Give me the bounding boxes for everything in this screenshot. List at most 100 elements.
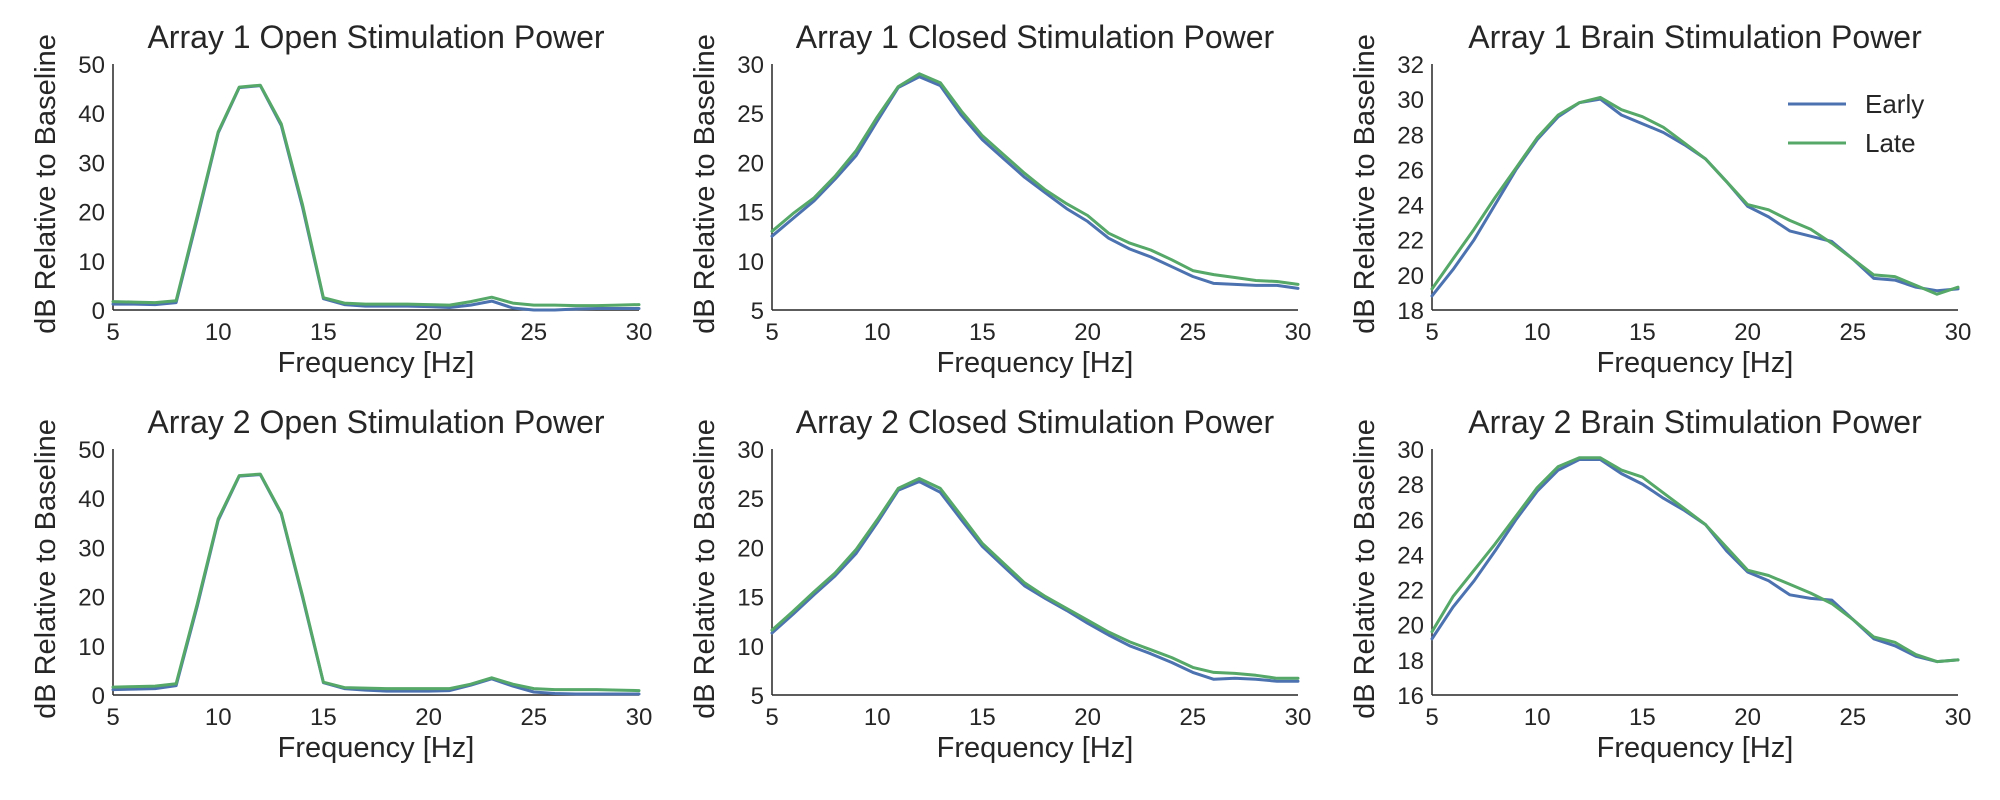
x-axis-label: Frequency [Hz] — [1597, 732, 1794, 764]
x-tick-label: 25 — [520, 319, 547, 346]
y-tick-label: 0 — [92, 683, 105, 710]
y-tick-label: 40 — [78, 486, 105, 513]
y-tick-label: 18 — [1397, 648, 1424, 675]
x-tick-label: 30 — [1945, 319, 1972, 346]
x-tick-label: 5 — [106, 319, 119, 346]
y-tick-label: 10 — [78, 249, 105, 276]
chart-title: Array 2 Closed Stimulation Power — [796, 404, 1275, 440]
x-tick-label: 5 — [1425, 704, 1438, 731]
chart-title: Array 2 Brain Stimulation Power — [1468, 404, 1922, 440]
x-tick-label: 20 — [415, 704, 442, 731]
x-tick-label: 15 — [1629, 319, 1656, 346]
y-tick-label: 26 — [1397, 157, 1424, 184]
x-tick-label: 25 — [520, 704, 547, 731]
y-tick-label: 20 — [737, 150, 764, 177]
series-line-late — [111, 83, 641, 308]
x-tick-label: 30 — [1285, 704, 1312, 731]
x-tick-label: 20 — [1074, 704, 1101, 731]
y-tick-label: 24 — [1397, 542, 1424, 569]
y-tick-label: 28 — [1397, 472, 1424, 499]
y-tick-label: 10 — [78, 634, 105, 661]
legend-label-late: Late — [1865, 128, 1916, 158]
legend-label-early: Early — [1865, 89, 1924, 119]
x-tick-label: 25 — [1839, 704, 1866, 731]
y-tick-label: 5 — [751, 298, 764, 325]
series-line-early — [1430, 458, 1960, 664]
y-tick-label: 30 — [78, 150, 105, 177]
y-tick-label: 10 — [737, 249, 764, 276]
y-tick-label: 30 — [1397, 87, 1424, 114]
chart-panel-6: Array 2 Brain Stimulation Power 5 10 15 20 25… — [1349, 404, 1971, 764]
y-tick-label: 50 — [78, 52, 105, 79]
y-tick-label: 32 — [1397, 52, 1424, 79]
x-tick-label: 15 — [969, 704, 996, 731]
x-axis-label: Frequency [Hz] — [278, 347, 475, 379]
y-axis-label: dB Relative to Baseline — [689, 34, 721, 334]
y-axis-label: dB Relative to Baseline — [1349, 34, 1381, 334]
series-line-late — [770, 477, 1300, 680]
x-tick-label: 5 — [765, 704, 778, 731]
x-axis-label: Frequency [Hz] — [1597, 347, 1794, 379]
x-tick-label: 30 — [1285, 319, 1312, 346]
chart-title: Array 1 Open Stimulation Power — [147, 19, 604, 55]
y-tick-label: 20 — [78, 585, 105, 612]
y-tick-label: 20 — [737, 535, 764, 562]
x-tick-label: 20 — [415, 319, 442, 346]
y-tick-label: 40 — [78, 101, 105, 128]
x-tick-label: 10 — [1524, 319, 1551, 346]
x-tick-label: 15 — [1629, 704, 1656, 731]
y-tick-label: 22 — [1397, 578, 1424, 605]
y-tick-label: 18 — [1397, 298, 1424, 325]
chart-title: Array 1 Closed Stimulation Power — [796, 19, 1275, 55]
x-tick-label: 5 — [765, 319, 778, 346]
x-tick-label: 30 — [626, 319, 653, 346]
x-tick-label: 25 — [1179, 319, 1206, 346]
legend: Early Late — [1788, 89, 1924, 158]
series-line-early — [111, 84, 641, 312]
x-tick-label: 20 — [1734, 704, 1761, 731]
chart-panel-1: Array 1 Open Stimulation Power 5 10 15 20 25 3… — [30, 19, 652, 379]
x-tick-label: 20 — [1074, 319, 1101, 346]
y-tick-label: 15 — [737, 200, 764, 227]
chart-panel-4: Array 2 Open Stimulation Power 5 10 15 20 25 3… — [30, 404, 652, 764]
x-tick-label: 5 — [106, 704, 119, 731]
x-tick-label: 15 — [310, 319, 337, 346]
y-tick-label: 25 — [737, 101, 764, 128]
x-tick-label: 10 — [205, 319, 232, 346]
x-axis-label: Frequency [Hz] — [278, 732, 475, 764]
series-line-early — [111, 473, 641, 696]
y-tick-label: 22 — [1397, 228, 1424, 255]
y-axis-label: dB Relative to Baseline — [30, 34, 62, 334]
series-line-early — [770, 480, 1300, 683]
y-tick-label: 25 — [737, 486, 764, 513]
series-line-late — [1430, 95, 1960, 296]
y-tick-label: 20 — [78, 200, 105, 227]
y-tick-label: 26 — [1397, 507, 1424, 534]
y-tick-label: 16 — [1397, 683, 1424, 710]
x-axis-label: Frequency [Hz] — [937, 732, 1134, 764]
y-tick-label: 30 — [737, 437, 764, 464]
x-tick-label: 30 — [626, 704, 653, 731]
x-tick-label: 10 — [1524, 704, 1551, 731]
x-tick-label: 10 — [205, 704, 232, 731]
chart-panel-5: Array 2 Closed Stimulation Power 5 10 15 20 2… — [689, 404, 1311, 764]
y-tick-label: 30 — [737, 52, 764, 79]
y-tick-label: 50 — [78, 437, 105, 464]
y-tick-label: 0 — [92, 298, 105, 325]
series-line-late — [1430, 456, 1960, 664]
y-tick-label: 30 — [1397, 437, 1424, 464]
series-line-early — [770, 75, 1300, 290]
y-tick-label: 20 — [1397, 263, 1424, 290]
y-tick-label: 20 — [1397, 613, 1424, 640]
x-tick-label: 25 — [1839, 319, 1866, 346]
chart-panel-3: Array 1 Brain Stimulation Power 5 10 15 20 25… — [1349, 19, 1971, 379]
y-tick-label: 30 — [78, 535, 105, 562]
x-tick-label: 15 — [969, 319, 996, 346]
y-axis-label: dB Relative to Baseline — [1349, 419, 1381, 719]
y-tick-label: 24 — [1397, 193, 1424, 220]
y-tick-label: 10 — [737, 634, 764, 661]
y-axis-label: dB Relative to Baseline — [30, 419, 62, 719]
x-tick-label: 10 — [864, 704, 891, 731]
series-line-late — [111, 472, 641, 693]
x-tick-label: 10 — [864, 319, 891, 346]
